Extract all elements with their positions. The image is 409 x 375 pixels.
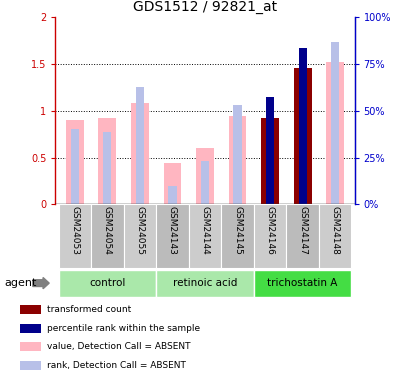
Title: GDS1512 / 92821_at: GDS1512 / 92821_at [133,0,276,15]
Text: GSM24143: GSM24143 [168,206,177,255]
Bar [253,270,351,297]
Bar [103,132,111,204]
Text: transformed count: transformed count [47,305,131,314]
Bar [163,163,181,204]
Bar [298,48,306,204]
Text: trichostatin A: trichostatin A [267,278,337,288]
Bar [130,103,148,204]
Bar [265,97,274,204]
Text: GSM24053: GSM24053 [70,206,79,255]
Text: value, Detection Call = ABSENT: value, Detection Call = ABSENT [47,342,190,351]
Bar [20,361,41,370]
Text: GSM24146: GSM24146 [265,206,274,255]
Text: retinoic acid: retinoic acid [172,278,237,288]
Bar [326,62,343,204]
Text: GSM24055: GSM24055 [135,206,144,255]
Bar [156,204,188,268]
Bar [196,148,213,204]
Bar [124,204,156,268]
Bar [293,68,311,204]
Bar [156,270,253,297]
Bar [98,118,116,204]
Text: control: control [89,278,125,288]
Bar [71,129,79,204]
Text: percentile rank within the sample: percentile rank within the sample [47,324,200,333]
Bar [188,204,221,268]
Bar [233,105,241,204]
Text: rank, Detection Call = ABSENT: rank, Detection Call = ABSENT [47,361,185,370]
Bar [228,116,246,204]
Bar [58,204,91,268]
Bar [168,186,176,204]
Text: GSM24144: GSM24144 [200,206,209,255]
Bar [58,270,156,297]
Bar [20,342,41,351]
Text: agent: agent [4,278,36,288]
Bar [91,204,124,268]
Bar [66,120,83,204]
Text: GSM24147: GSM24147 [297,206,306,255]
Text: GSM24054: GSM24054 [103,206,112,255]
Bar [285,204,318,268]
Text: GSM24148: GSM24148 [330,206,339,255]
Bar [261,118,279,204]
Bar [20,324,41,333]
Text: GSM24145: GSM24145 [232,206,241,255]
Bar [200,161,209,204]
Bar [20,305,41,314]
Bar [221,204,253,268]
Bar [318,204,351,268]
Bar [330,42,338,204]
Bar [253,204,285,268]
Bar [135,87,144,204]
